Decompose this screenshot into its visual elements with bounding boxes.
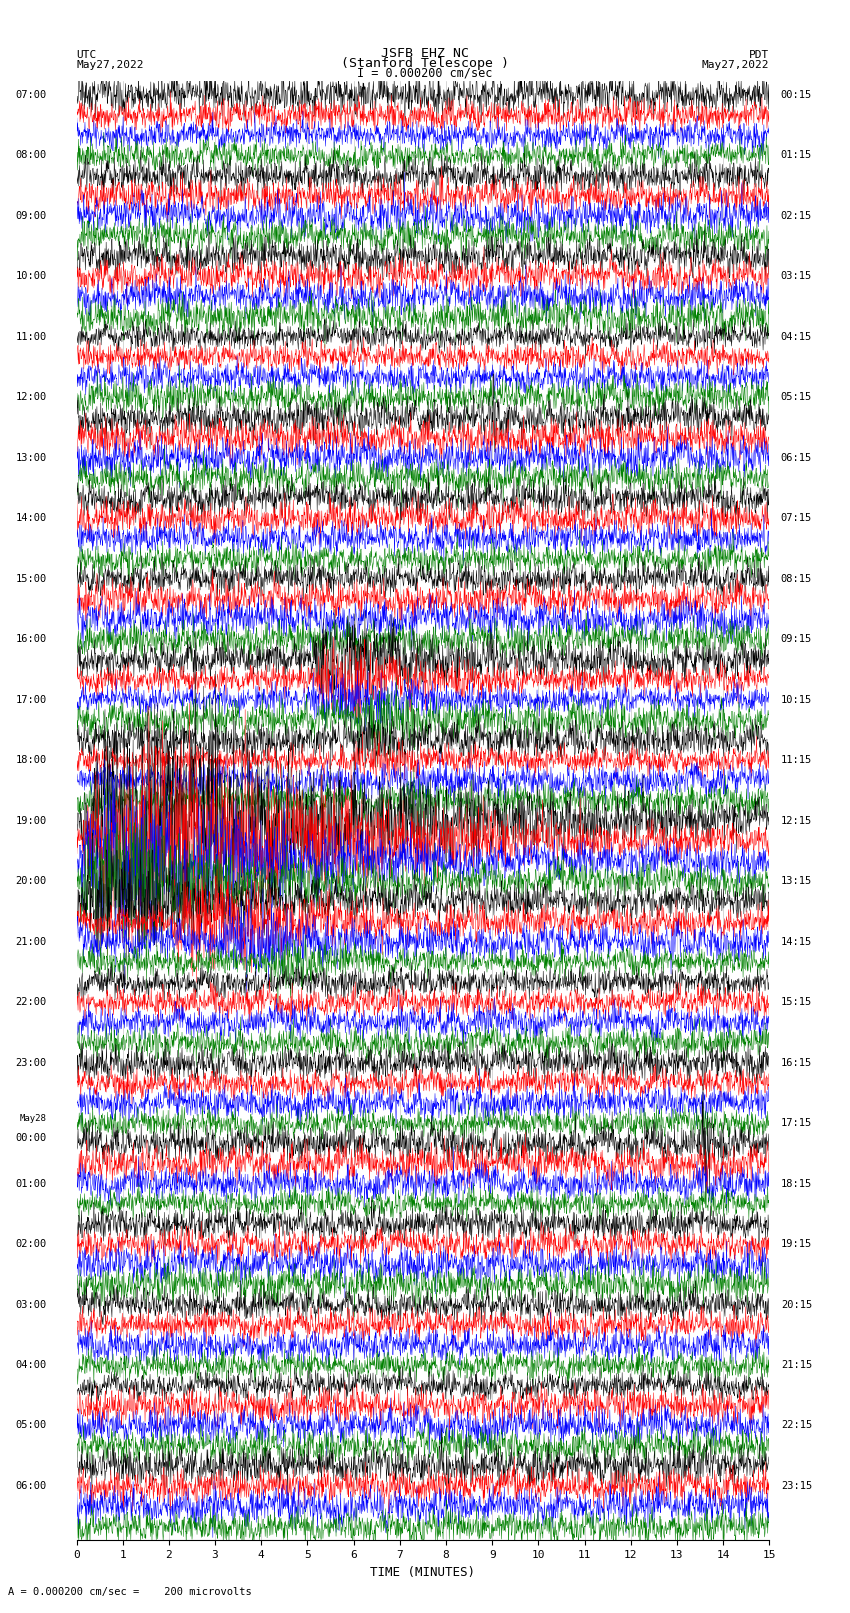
Text: 04:15: 04:15 — [781, 332, 812, 342]
Text: 13:00: 13:00 — [15, 453, 47, 463]
Text: 11:00: 11:00 — [15, 332, 47, 342]
Text: 08:00: 08:00 — [15, 150, 47, 160]
Text: 16:00: 16:00 — [15, 634, 47, 644]
Text: 01:15: 01:15 — [781, 150, 812, 160]
Text: 23:15: 23:15 — [781, 1481, 812, 1490]
Text: 03:15: 03:15 — [781, 271, 812, 281]
Text: I = 0.000200 cm/sec: I = 0.000200 cm/sec — [357, 66, 493, 79]
Text: 07:15: 07:15 — [781, 513, 812, 523]
Text: 03:00: 03:00 — [15, 1300, 47, 1310]
Text: 00:00: 00:00 — [15, 1132, 47, 1144]
Text: 10:00: 10:00 — [15, 271, 47, 281]
Text: May27,2022: May27,2022 — [76, 60, 144, 71]
Text: 21:00: 21:00 — [15, 937, 47, 947]
Text: 22:00: 22:00 — [15, 997, 47, 1007]
Text: PDT: PDT — [749, 50, 769, 60]
Text: A = 0.000200 cm/sec =    200 microvolts: A = 0.000200 cm/sec = 200 microvolts — [8, 1587, 252, 1597]
Text: 15:15: 15:15 — [781, 997, 812, 1007]
Text: 04:00: 04:00 — [15, 1360, 47, 1369]
Text: 15:00: 15:00 — [15, 574, 47, 584]
Text: 08:15: 08:15 — [781, 574, 812, 584]
Text: 09:00: 09:00 — [15, 211, 47, 221]
Text: 05:15: 05:15 — [781, 392, 812, 402]
X-axis label: TIME (MINUTES): TIME (MINUTES) — [371, 1566, 475, 1579]
Text: 06:15: 06:15 — [781, 453, 812, 463]
Text: 05:00: 05:00 — [15, 1421, 47, 1431]
Text: 21:15: 21:15 — [781, 1360, 812, 1369]
Text: 02:15: 02:15 — [781, 211, 812, 221]
Text: 13:15: 13:15 — [781, 876, 812, 886]
Text: May27,2022: May27,2022 — [702, 60, 769, 71]
Text: UTC: UTC — [76, 50, 97, 60]
Text: 06:00: 06:00 — [15, 1481, 47, 1490]
Text: 19:00: 19:00 — [15, 816, 47, 826]
Text: 01:00: 01:00 — [15, 1179, 47, 1189]
Text: 17:00: 17:00 — [15, 695, 47, 705]
Text: 22:15: 22:15 — [781, 1421, 812, 1431]
Text: 11:15: 11:15 — [781, 755, 812, 765]
Text: JSFB EHZ NC: JSFB EHZ NC — [381, 47, 469, 60]
Text: 16:15: 16:15 — [781, 1058, 812, 1068]
Text: May28: May28 — [20, 1115, 47, 1123]
Text: 20:15: 20:15 — [781, 1300, 812, 1310]
Text: 10:15: 10:15 — [781, 695, 812, 705]
Text: 18:15: 18:15 — [781, 1179, 812, 1189]
Text: 02:00: 02:00 — [15, 1239, 47, 1248]
Text: 14:15: 14:15 — [781, 937, 812, 947]
Text: 23:00: 23:00 — [15, 1058, 47, 1068]
Text: 14:00: 14:00 — [15, 513, 47, 523]
Text: 20:00: 20:00 — [15, 876, 47, 886]
Text: 07:00: 07:00 — [15, 90, 47, 100]
Text: 12:00: 12:00 — [15, 392, 47, 402]
Text: (Stanford Telescope ): (Stanford Telescope ) — [341, 56, 509, 71]
Text: 17:15: 17:15 — [781, 1118, 812, 1127]
Text: 18:00: 18:00 — [15, 755, 47, 765]
Text: 19:15: 19:15 — [781, 1239, 812, 1248]
Text: 00:15: 00:15 — [781, 90, 812, 100]
Text: 09:15: 09:15 — [781, 634, 812, 644]
Text: 12:15: 12:15 — [781, 816, 812, 826]
